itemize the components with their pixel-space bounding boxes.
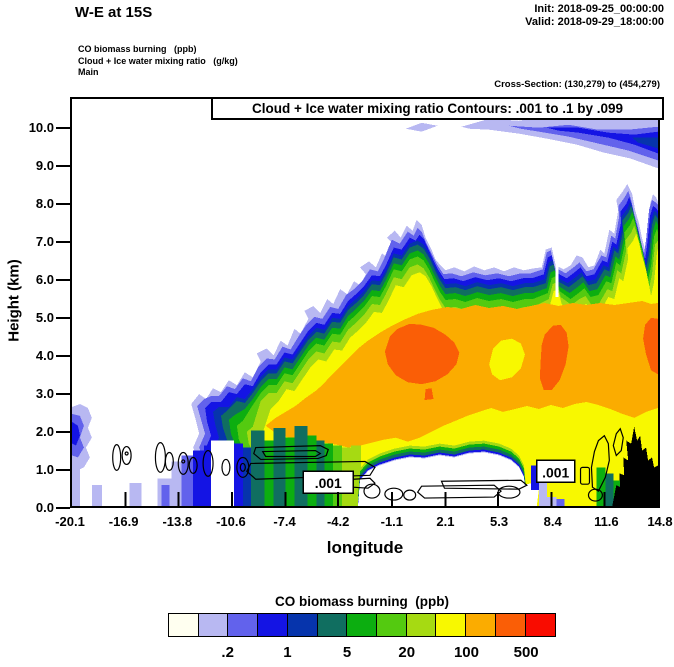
y-tick-mark xyxy=(56,469,70,471)
x-tick-label: 14.8 xyxy=(647,514,673,529)
y-tick-label: 2.0 xyxy=(35,424,54,439)
terrain-silhouette xyxy=(612,426,658,506)
contour-label-east: .001 xyxy=(542,464,569,480)
colorbar-cell xyxy=(524,613,556,637)
colorbar-tick-label: 20 xyxy=(398,644,416,661)
x-axis-inner-ticks xyxy=(124,492,606,506)
x-tick-label: 5.3 xyxy=(490,514,509,529)
y-tick-label: 1.0 xyxy=(35,462,54,477)
colorbar-tick-label: .2 xyxy=(221,644,234,661)
x-tick-label: -16.9 xyxy=(108,514,139,529)
colorbar-cell xyxy=(227,613,259,637)
contour-label-boxes: .001 .001 xyxy=(302,459,576,494)
y-tick-mark xyxy=(56,203,70,205)
colorbar-tick-label: 500 xyxy=(513,644,539,661)
contour-info-box: Cloud + Ice water mixing ratio Contours:… xyxy=(211,97,664,120)
init-time: Init: 2018-09-25_00:00:00 xyxy=(534,3,664,15)
colorbar-title: CO biomass burning (ppb) xyxy=(275,594,449,609)
y-tick-label: 8.0 xyxy=(35,196,54,211)
cross-section-plot: .001 .001 Cloud + Ice water mixing ratio… xyxy=(70,97,664,508)
x-tick-label: 2.1 xyxy=(436,514,455,529)
colorbar-cell xyxy=(257,613,289,637)
colorbar-tick-label: 5 xyxy=(342,644,352,661)
cross-section-note: Cross-Section: (130,279) to (454,279) xyxy=(494,79,660,90)
x-tick-label: -1.1 xyxy=(380,514,404,529)
x-tick-label: -4.2 xyxy=(326,514,350,529)
colorbar-tick-label: 1 xyxy=(283,644,292,661)
plume-bands xyxy=(191,184,658,506)
contour-label-west: .001 xyxy=(315,475,342,491)
y-tick-label: 9.0 xyxy=(35,158,54,173)
run-times: Init: 2018-09-25_00:00:00 Valid: 2018-09-… xyxy=(525,3,664,29)
colorbar-tick-label: 100 xyxy=(453,644,479,661)
field-label-co: CO biomass burning (ppb) xyxy=(78,44,197,54)
colorbar-cell xyxy=(494,613,527,637)
colorbar-cell xyxy=(405,613,438,637)
plume-core-edge xyxy=(643,317,658,375)
colorbar-cell xyxy=(168,613,200,637)
y-tick-label: 5.0 xyxy=(35,310,54,325)
colorbar-cell xyxy=(316,613,348,637)
plume-yellow-hole xyxy=(489,338,525,381)
plot-title: W-E at 15S xyxy=(75,4,153,21)
x-tick-label: -20.1 xyxy=(55,514,85,529)
y-tick-mark xyxy=(56,507,70,509)
colorbar-cell xyxy=(286,613,319,637)
x-tick-label: -10.6 xyxy=(216,514,246,529)
x-tick-label: -7.4 xyxy=(273,514,296,529)
y-axis-title: Height (km) xyxy=(5,259,23,342)
y-tick-mark xyxy=(56,393,70,395)
field-labels: CO biomass burning (ppb) Cloud + Ice wat… xyxy=(78,44,238,79)
y-tick-label: 4.0 xyxy=(35,348,54,363)
x-tick-label: 11.6 xyxy=(594,514,619,529)
colorbar xyxy=(168,613,556,637)
colorbar-cell xyxy=(465,613,497,637)
colorbar-cell xyxy=(197,613,230,637)
y-tick-mark xyxy=(56,431,70,433)
y-tick-mark xyxy=(56,165,70,167)
y-tick-label: 0.0 xyxy=(35,500,54,515)
field-label-cloud: Cloud + Ice water mixing ratio (g/kg) xyxy=(78,55,238,66)
x-axis-title: longitude xyxy=(326,538,404,557)
colorbar-cell xyxy=(435,613,467,637)
y-tick-label: 10.0 xyxy=(28,120,54,135)
cross-section-plot-canvas: .001 .001 xyxy=(72,115,658,506)
x-tick-label: 8.4 xyxy=(543,514,562,529)
plume-core-west xyxy=(384,323,460,385)
y-tick-mark xyxy=(56,355,70,357)
colorbar-cell xyxy=(346,613,378,637)
valid-time: Valid: 2018-09-29_18:00:00 xyxy=(525,16,664,29)
colorbar-cell xyxy=(376,613,408,637)
y-tick-mark xyxy=(56,127,70,129)
y-tick-label: 6.0 xyxy=(35,272,54,287)
y-tick-mark xyxy=(56,241,70,243)
elevated-layer-bands xyxy=(405,115,658,169)
plume-core-east xyxy=(539,324,569,391)
y-tick-mark xyxy=(56,279,70,281)
field-label-domain: Main xyxy=(78,67,99,78)
y-tick-mark xyxy=(56,317,70,319)
x-tick-label: -13.8 xyxy=(162,514,193,529)
y-tick-label: 7.0 xyxy=(35,234,54,249)
y-tick-label: 3.0 xyxy=(35,386,54,401)
